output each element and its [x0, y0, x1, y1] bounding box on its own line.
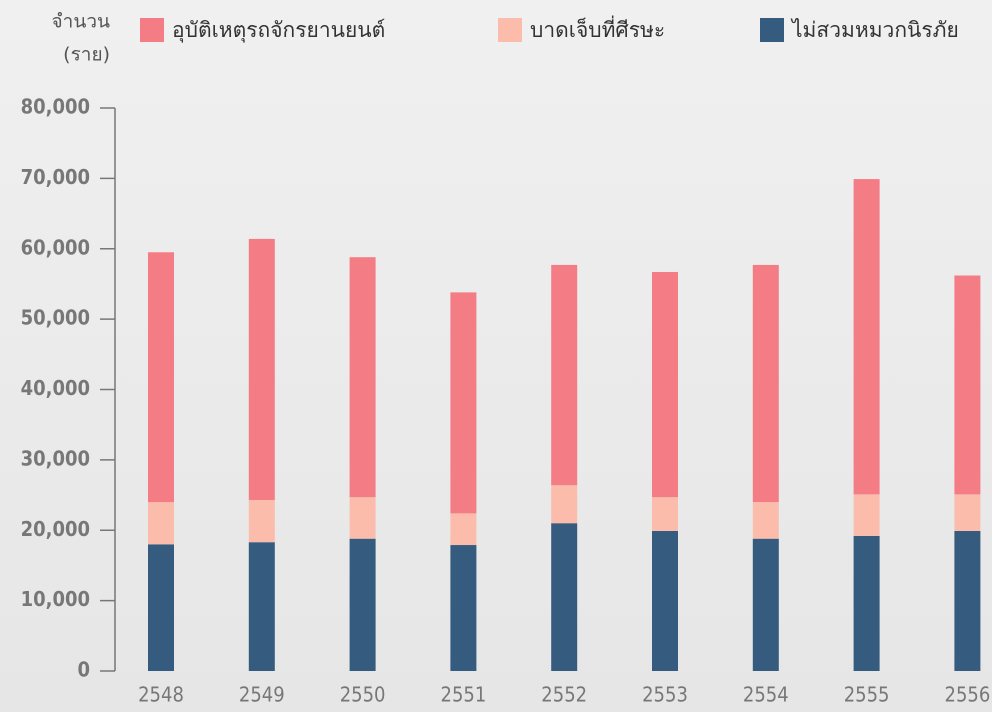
bar-segment: [551, 264, 578, 486]
bar-segment: [551, 523, 578, 671]
x-tick-label: 2548: [138, 683, 184, 707]
x-tick-label: 2556: [945, 683, 991, 707]
x-tick-label: 2555: [844, 683, 890, 707]
bar-segment: [652, 497, 678, 531]
bar-segment: [148, 544, 174, 671]
y-tick-label: 30,000: [21, 446, 90, 470]
y-axis-label: (ราย): [63, 44, 110, 66]
x-tick-label: 2551: [441, 683, 487, 707]
y-tick-label: 0: [77, 658, 90, 682]
bar-segment: [853, 179, 880, 495]
bar-segment: [450, 513, 477, 546]
x-tick-label: 2553: [642, 683, 688, 707]
legend-swatch: [498, 18, 522, 42]
bar-segment: [652, 271, 678, 498]
y-tick-label: 40,000: [21, 376, 90, 400]
bar-segment: [652, 530, 678, 671]
bar-segment: [248, 499, 275, 543]
legend-label: บาดเจ็บที่ศีรษะ: [530, 15, 665, 42]
legend-swatch: [140, 18, 164, 42]
bar-segment: [752, 264, 779, 503]
y-tick-label: 20,000: [21, 517, 90, 541]
y-tick-label: 50,000: [21, 306, 90, 330]
x-tick-label: 2549: [239, 683, 285, 707]
bar-segment: [853, 535, 880, 671]
bar-segment: [450, 545, 477, 671]
x-tick-label: 2552: [541, 683, 587, 707]
legend-swatch: [760, 18, 784, 42]
bar-segment: [551, 485, 578, 524]
bar-segment: [954, 275, 981, 495]
bar-segment: [248, 542, 275, 671]
bar-segment: [752, 538, 779, 671]
bar-segment: [349, 497, 376, 539]
bar-segment: [450, 292, 477, 514]
y-tick-label: 10,000: [21, 587, 90, 611]
bar-segment: [349, 257, 376, 498]
y-axis-label: จำนวน: [52, 11, 110, 33]
y-tick-label: 80,000: [21, 95, 90, 119]
bar-segment: [349, 538, 376, 671]
y-tick-label: 70,000: [21, 165, 90, 189]
bar-segment: [752, 502, 779, 539]
legend-label: ไม่สวมหมวกนิรภัย: [790, 18, 959, 42]
bar-segment: [148, 252, 174, 503]
bar-segment: [954, 530, 981, 671]
bar-segment: [148, 502, 174, 545]
x-tick-label: 2554: [743, 683, 789, 707]
bar-segment: [248, 238, 275, 500]
x-tick-label: 2550: [340, 683, 386, 707]
bar-segment: [853, 494, 880, 536]
bar-segment: [954, 494, 981, 531]
legend-label: อุบัติเหตุรถจักรยานยนต์: [172, 18, 385, 43]
y-tick-label: 60,000: [21, 235, 90, 259]
